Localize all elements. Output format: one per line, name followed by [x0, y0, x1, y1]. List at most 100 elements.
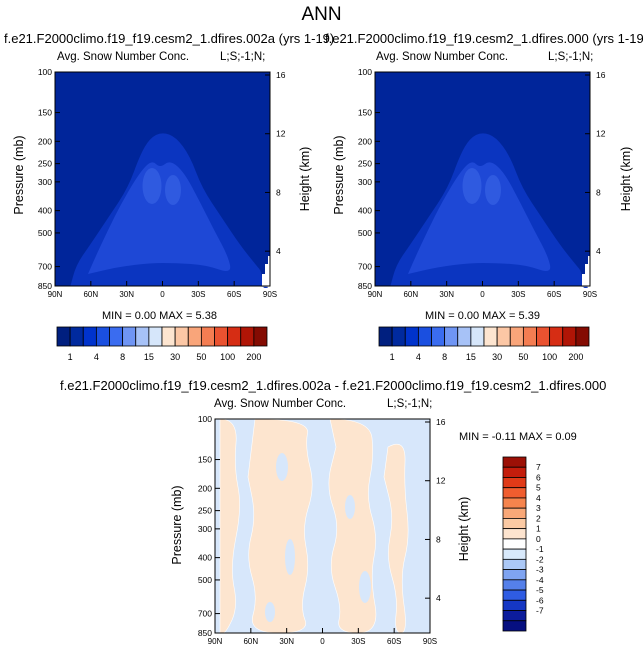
panel2-colorbar-label: 15	[466, 352, 476, 362]
panel1-ytick-label: 700	[38, 262, 52, 272]
panel3-xtick-label: 90S	[423, 637, 437, 646]
panel2-contour-plot: 100 150 200 250 300 400 500 700 850 4 8 12 16 90N 60N 3…	[358, 67, 606, 299]
panel3-colorbar-label: 4	[536, 493, 541, 503]
panel1-ytick-label: 400	[38, 206, 52, 216]
panel1-colorbar-swatch	[253, 326, 268, 347]
panel2-colorbar-label: 30	[492, 352, 502, 362]
panel3-y2tick-label: 12	[436, 476, 446, 486]
panel1-y2tick-label: 4	[276, 246, 281, 256]
panel3-y2tick-label: 8	[436, 534, 441, 544]
panel3-colorbar-label: 1	[536, 524, 541, 534]
panel2-xtick-label: 60S	[547, 290, 561, 299]
panel1-y2label: Height (km)	[298, 146, 312, 212]
panel3-positive-band	[247, 418, 313, 634]
panel1-colorbar-label: 8	[120, 352, 125, 362]
figure-title: ANN	[301, 4, 342, 25]
panel3-colorbar-swatch	[502, 610, 527, 622]
panel2-colorbar-swatch	[483, 326, 498, 347]
panel2-y2tick-label: 12	[596, 129, 606, 139]
panel3-colorbar-swatch	[502, 497, 527, 509]
panel2-colorbar-swatch	[457, 326, 472, 347]
panel3-colorbar-label: 3	[536, 503, 541, 513]
panel1-colorbar-swatch	[69, 326, 84, 347]
panel3-y2tick-label: 4	[436, 593, 441, 603]
panel2-ytick-label: 400	[358, 206, 372, 216]
panel2-colorbar-swatch	[404, 326, 419, 347]
panel3-ytick-label: 100	[198, 414, 212, 424]
panel1-colorbar-label: 30	[170, 352, 180, 362]
panel3-xtick-label: 90N	[208, 637, 223, 646]
panel3-minmax: MIN = -0.11 MAX = 0.09	[459, 431, 577, 443]
panel3-positive-band	[383, 443, 409, 634]
panel2-colorbar-swatch	[509, 326, 524, 347]
panel1-axes: 100 150 200 250 300 400 500 700 850 4 8 12 16 90N 60N 3…	[38, 67, 286, 299]
panel3-xtick-label: 30S	[351, 637, 365, 646]
panel3-positive-band	[219, 418, 240, 634]
panel2-core-left	[462, 168, 482, 204]
panel1-ytick-label: 850	[38, 281, 52, 291]
panel2-axes: 100 150 200 250 300 400 500 700 850 4 8 12 16 90N 60N 3…	[358, 67, 606, 299]
panel2-xtick-label: 90S	[583, 290, 597, 299]
panel2-minmax: MIN = 0.00 MAX = 5.39	[425, 310, 540, 322]
panel2-ytick-label: 250	[358, 159, 372, 169]
panel2-colorbar-swatch	[522, 326, 537, 347]
panel1-colorbar-swatch	[109, 326, 124, 347]
panel1-colorbar-swatch	[227, 326, 242, 347]
panel3-colorbar-label: 5	[536, 483, 541, 493]
panel2-level-3	[408, 162, 551, 274]
panel2-colorbar-swatch	[549, 326, 564, 347]
panel2-region-label: L;S;-1;N;	[548, 51, 594, 63]
panel2-xtick-label: 60N	[403, 290, 418, 299]
panel3-contour-fills	[215, 418, 430, 634]
panel3-colorbar-swatch	[502, 620, 527, 632]
panel3-colorbar-swatch	[502, 538, 527, 550]
panel2-colorbar-swatch	[378, 326, 393, 347]
panel2-colorbar-label: 4	[416, 352, 421, 362]
panel3-colorbar-label: -4	[536, 575, 544, 585]
panel3-colorbar-swatch	[502, 477, 527, 489]
panel1-ytick-label: 200	[38, 136, 52, 146]
panel3-contour-plot: 100 150 200 250 300 400 500 700 850 4 8 12 16 90N 60N 3…	[198, 414, 446, 646]
panel3-colorbar-label: 2	[536, 513, 541, 523]
panel1-colorbar-swatch	[135, 326, 150, 347]
panel3-ytick-label: 250	[198, 506, 212, 516]
panel1-colorbar-swatch	[161, 326, 176, 347]
panel1-y2tick-label: 16	[276, 70, 286, 80]
panel3-colorbar-swatch	[502, 589, 527, 601]
panel3-xtick-label: 30N	[279, 637, 294, 646]
panel3-colorbar-swatch	[502, 579, 527, 591]
panel2-contour-fills	[375, 72, 590, 288]
panel1-colorbar-swatch	[187, 326, 202, 347]
panel3-negative-patch	[345, 495, 355, 519]
panel3-colorbar-swatches	[502, 456, 527, 632]
panel3-colorbar-label: 0	[536, 534, 541, 544]
panel3-ytick-label: 850	[198, 628, 212, 638]
panel1-colorbar-label: 100	[220, 352, 235, 362]
panel2-colorbar-label: 8	[442, 352, 447, 362]
panel1-contour-fills	[55, 72, 270, 288]
panel3-colorbar-swatch	[502, 548, 527, 560]
panel2-xtick-label: 90N	[368, 290, 383, 299]
panel1-xtick-label: 90S	[263, 290, 277, 299]
panel2-colorbar-swatch	[562, 326, 577, 347]
panel1-colorbar-label: 15	[144, 352, 154, 362]
panel2-core-right	[485, 175, 501, 205]
panel3-colorbar-label: -1	[536, 544, 544, 554]
panel3-ytick-label: 150	[198, 455, 212, 465]
panel3-colorbar-label: 6	[536, 472, 541, 482]
panel2-case-title: f.e21.F2000climo.f19_f19.cesm2_1.dfires.…	[325, 31, 643, 46]
panel1-colorbar-swatch	[214, 326, 229, 347]
panel2-ytick-label: 200	[358, 136, 372, 146]
panel3-colorbar-swatch	[502, 569, 527, 581]
panel2-colorbar-swatch	[536, 326, 551, 347]
panel3-negative-patch	[285, 539, 295, 575]
panel2-colorbar-swatches	[378, 326, 590, 347]
panel3-negative-patch	[359, 571, 371, 603]
panel2-colorbar-label: 200	[568, 352, 583, 362]
panel3-axes: 100 150 200 250 300 400 500 700 850 4 8 12 16 90N 60N 3…	[198, 414, 446, 646]
panel2-missing-data	[582, 256, 590, 286]
panel2-colorbar-swatch	[431, 326, 446, 347]
panel1-missing-data	[262, 256, 270, 286]
panel3-colorbar-swatch	[502, 558, 527, 570]
panel2-xtick-label: 0	[480, 290, 485, 299]
